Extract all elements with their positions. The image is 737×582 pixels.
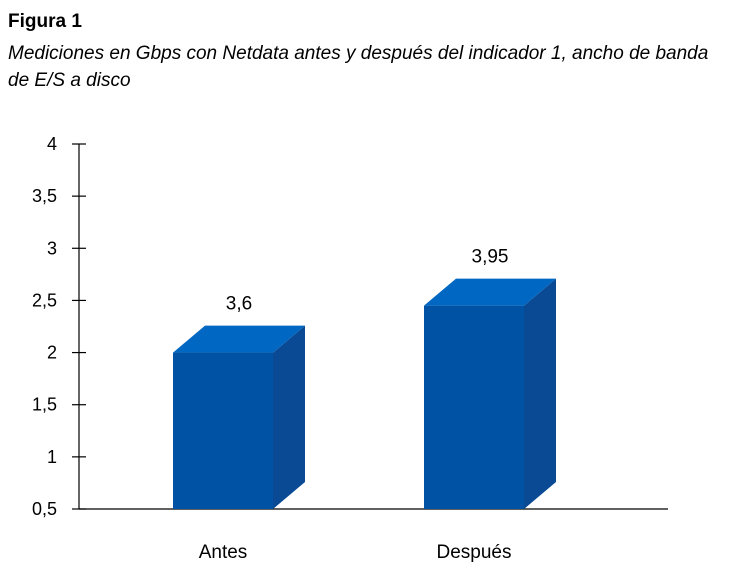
figure-label: Figura 1: [8, 11, 82, 32]
bar-top-face: [173, 325, 305, 353]
y-tick-label: 4: [47, 134, 57, 154]
data-label: 3,6: [226, 294, 252, 315]
y-tick-label: 3,5: [32, 186, 57, 206]
bar-front-face: [424, 305, 524, 509]
y-tick-label: 2,5: [32, 290, 57, 310]
chart-labels: 3,6 Antes 3,95 Después: [199, 247, 512, 563]
x-tick-label: Después: [437, 542, 512, 563]
x-tick-label: Antes: [199, 542, 248, 563]
bar-top-face: [424, 278, 556, 306]
y-tick-label: 1,5: [32, 395, 57, 415]
y-tick-label: 3: [47, 238, 57, 258]
bar-side-face: [524, 278, 556, 509]
data-label: 3,95: [472, 247, 509, 268]
y-tick-label: 1: [47, 447, 57, 467]
bar-side-face: [273, 325, 305, 509]
y-tick-label: 0,5: [32, 499, 57, 519]
chart-axes: 0,5 1 1,5 2 2,5 3 3,5 4: [32, 134, 668, 519]
figure-caption: Mediciones en Gbps con Netdata antes y d…: [8, 43, 709, 91]
y-tick-label: 2: [47, 343, 57, 363]
chart-bars: [173, 278, 556, 509]
bar-front-face: [173, 352, 273, 509]
